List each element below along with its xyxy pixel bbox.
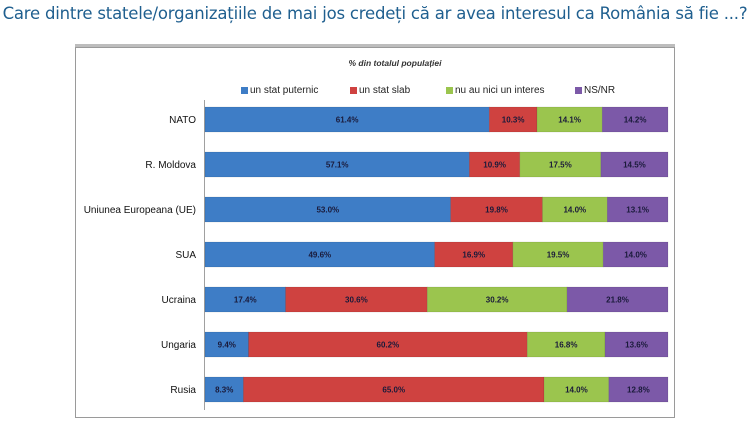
data-label: 65.0% bbox=[382, 386, 405, 395]
data-label: 60.2% bbox=[377, 341, 400, 350]
bar-segment bbox=[602, 241, 669, 268]
category-label: Rusia bbox=[170, 385, 196, 396]
bar-segment bbox=[526, 331, 606, 358]
bar-segment bbox=[566, 286, 669, 313]
data-label: 14.0% bbox=[563, 206, 586, 215]
bar-segment bbox=[519, 151, 602, 178]
data-label: 53.0% bbox=[316, 206, 339, 215]
bar-segment bbox=[204, 106, 490, 133]
data-label: 14.1% bbox=[558, 116, 581, 125]
bar-segment bbox=[600, 151, 669, 178]
legend-label: un stat puternic bbox=[250, 85, 319, 96]
legend-item-nu-au-nici-un-interes: nu au nici un interes bbox=[446, 85, 545, 96]
chart-title: Care dintre statele/organizațiile de mai… bbox=[2, 4, 748, 23]
bar-segment bbox=[512, 241, 604, 268]
data-label: 17.4% bbox=[234, 296, 257, 305]
legend-label: NS/NR bbox=[584, 85, 616, 96]
category-label: NATO bbox=[169, 115, 196, 126]
bar-segment bbox=[450, 196, 543, 223]
data-label: 16.8% bbox=[555, 341, 578, 350]
legend-item-ns-nr: NS/NR bbox=[575, 85, 615, 96]
legend-swatch bbox=[575, 87, 582, 94]
data-label: 13.6% bbox=[625, 341, 648, 350]
data-label: 61.4% bbox=[336, 116, 359, 125]
data-label: 19.5% bbox=[547, 251, 570, 260]
legend-item-un-stat-slab: un stat slab bbox=[350, 85, 410, 96]
legend-swatch bbox=[350, 87, 357, 94]
bar-row: NATO 61.4% 10.3% 14.1% 14.2% bbox=[169, 106, 669, 133]
bar-segment bbox=[606, 196, 669, 223]
bar-segment bbox=[248, 331, 528, 358]
bar-row: Uniunea Europeana (UE) 53.0% 19.8% 14.0% 13.… bbox=[84, 196, 669, 223]
data-label: 57.1% bbox=[326, 161, 349, 170]
category-label: SUA bbox=[175, 250, 196, 261]
chart-subtitle: % din totalul populației bbox=[348, 58, 442, 68]
category-label: R. Moldova bbox=[145, 160, 196, 171]
bar-row: Ungaria 9.4% 60.2% 16.8% 13.6% bbox=[161, 331, 669, 358]
bar-segment bbox=[426, 286, 568, 313]
bar-row: SUA 49.6% 16.9% 19.5% 14.0% bbox=[175, 241, 669, 268]
data-label: 10.9% bbox=[483, 161, 506, 170]
data-label: 14.0% bbox=[565, 386, 588, 395]
bar-segment bbox=[604, 331, 669, 358]
bar-row: R. Moldova 57.1% 10.9% 17.5% 14.5% bbox=[145, 151, 669, 178]
bar-segment bbox=[285, 286, 428, 313]
category-label: Ucraina bbox=[162, 295, 197, 306]
frame-top-band bbox=[75, 44, 675, 48]
bar-segment bbox=[204, 376, 244, 403]
data-label: 49.6% bbox=[308, 251, 331, 260]
data-label: 14.5% bbox=[623, 161, 646, 170]
data-label: 9.4% bbox=[218, 341, 236, 350]
bar-row: Rusia 8.3% 65.0% 14.0% 12.8% bbox=[170, 376, 669, 403]
data-label: 16.9% bbox=[462, 251, 485, 260]
bar-segment bbox=[543, 376, 610, 403]
legend-label: un stat slab bbox=[359, 85, 411, 96]
category-label: Uniunea Europeana (UE) bbox=[84, 205, 196, 216]
bar-segment bbox=[608, 376, 669, 403]
data-label: 13.1% bbox=[626, 206, 649, 215]
data-label: 21.8% bbox=[606, 296, 629, 305]
data-label: 17.5% bbox=[549, 161, 572, 170]
bar-segment bbox=[601, 106, 669, 133]
category-axis bbox=[204, 100, 205, 410]
data-label: 19.8% bbox=[485, 206, 508, 215]
bar-segment bbox=[434, 241, 514, 268]
legend-item-un-stat-puternic: un stat puternic bbox=[241, 85, 318, 96]
data-label: 14.2% bbox=[624, 116, 647, 125]
category-label: Ungaria bbox=[161, 340, 196, 351]
data-label: 14.0% bbox=[624, 251, 647, 260]
bar-segment bbox=[243, 376, 545, 403]
bar-segment bbox=[204, 241, 435, 268]
bar-segment bbox=[204, 196, 451, 223]
data-label: 10.3% bbox=[502, 116, 525, 125]
data-label: 8.3% bbox=[215, 386, 233, 395]
data-label: 12.8% bbox=[627, 386, 650, 395]
bar-row: Ucraina 17.4% 30.6% 30.2% 21.8% bbox=[162, 286, 669, 313]
bar-segment bbox=[204, 331, 249, 358]
bar-segment bbox=[204, 286, 286, 313]
data-label: 30.6% bbox=[345, 296, 368, 305]
legend: un stat puternic un stat slab nu au nici… bbox=[0, 85, 750, 99]
bar-segment bbox=[469, 151, 521, 178]
legend-label: nu au nici un interes bbox=[455, 85, 545, 96]
legend-swatch bbox=[241, 87, 248, 94]
data-label: 30.2% bbox=[486, 296, 509, 305]
bar-segment bbox=[542, 196, 608, 223]
legend-swatch bbox=[446, 87, 453, 94]
